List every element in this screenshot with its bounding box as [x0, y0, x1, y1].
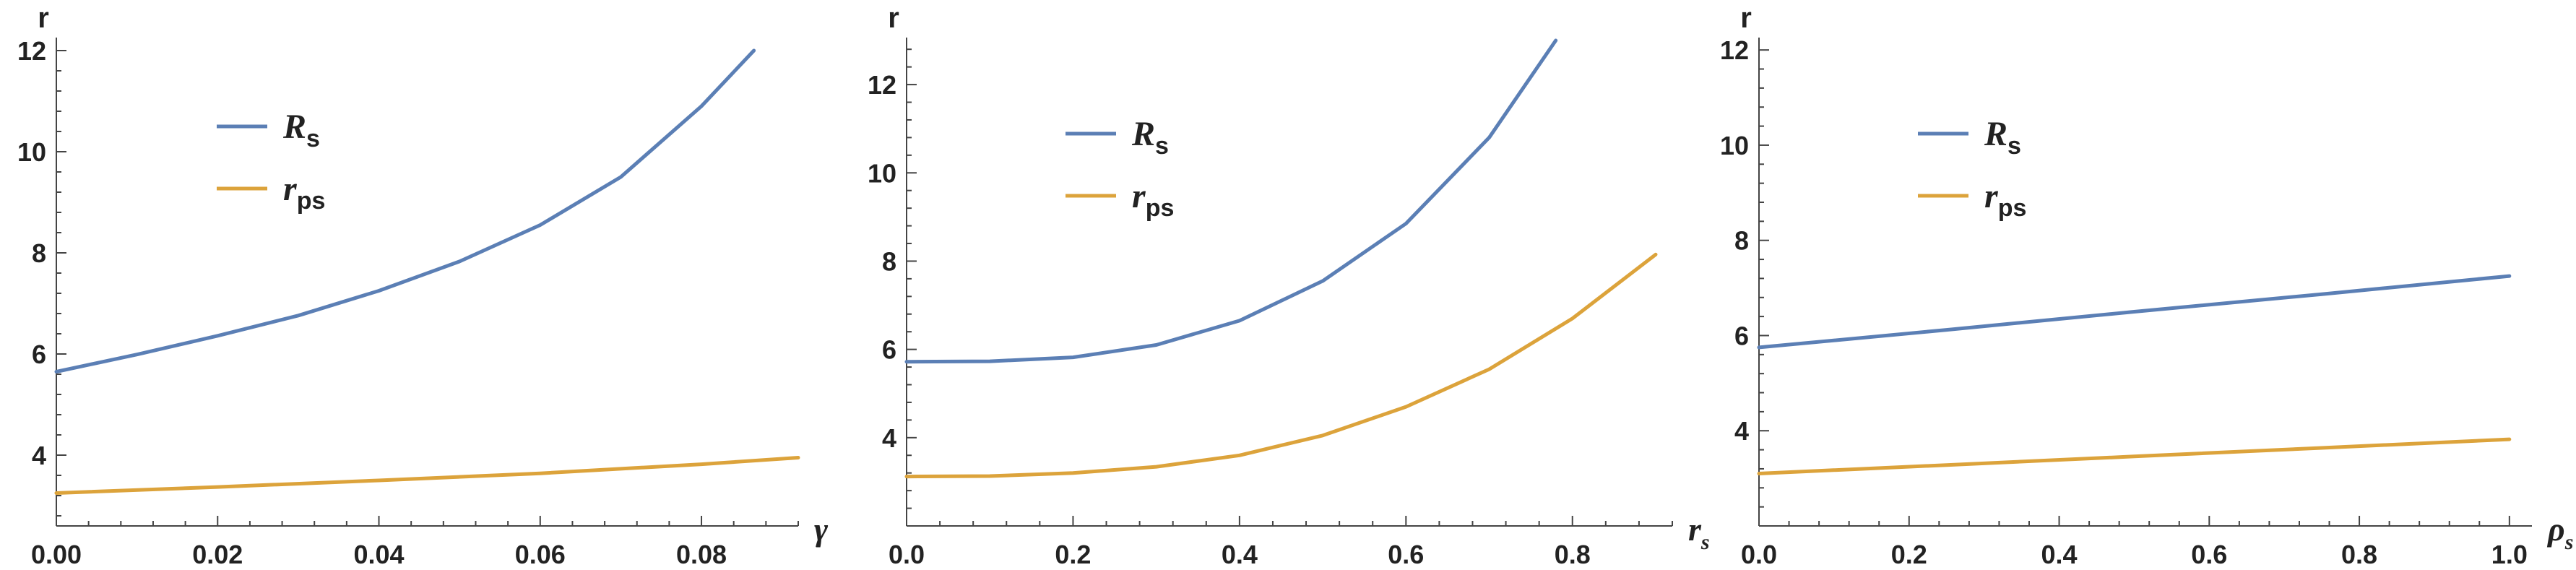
x-tick-label: 0.2 [1891, 540, 1927, 569]
x-tick-label: 0.2 [1055, 540, 1091, 569]
series-line-rs [1757, 274, 2512, 350]
y-tick-label: 4 [1734, 416, 1749, 446]
legend-label-sub: ps [1146, 194, 1175, 222]
x-tick-label: 0.4 [1222, 540, 1258, 569]
series-line-rps [54, 456, 800, 495]
chart-panel-2: 0.0 0.2 0.4 0.6 0.8 4 6 8 10 12 r rs Rs rps [868, 2, 1710, 569]
legend-label: Rs [282, 108, 320, 152]
x-tick-label: 0.0 [889, 540, 925, 569]
y-axis-label: r [1740, 2, 1752, 34]
x-tick-label: 0.00 [31, 540, 82, 569]
legend-label: Rs [1984, 115, 2021, 160]
legend-label-sub: s [1155, 132, 1169, 160]
x-tick-label: 0.8 [1555, 540, 1591, 569]
legend-label: rps [283, 170, 325, 215]
x-tick-label: 0.6 [2191, 540, 2227, 569]
y-tick-label: 8 [32, 238, 46, 268]
x-axis-label: ρs [2546, 511, 2573, 554]
series-line-rs [904, 38, 1558, 364]
chart-panel-3: 0.0 0.2 0.4 0.6 0.8 1.0 4 6 8 10 12r ρs Rs rps [1720, 2, 2573, 569]
x-axis-label-sub: s [1700, 530, 1710, 554]
y-tick-label: 12 [1720, 35, 1749, 65]
x-tick-label: 0.8 [2341, 540, 2377, 569]
y-axis-label: r [888, 2, 899, 34]
y-tick-label: 12 [17, 36, 46, 66]
y-tick-label: 12 [868, 70, 896, 100]
y-tick-label: 8 [882, 246, 896, 276]
y-tick-label: 10 [17, 137, 46, 167]
chart-panel-1: 0.00 0.02 0.04 0.06 0.08 4 6 8 10 12r γ Rs rps [17, 2, 829, 569]
y-axis-label: r [38, 2, 49, 34]
series-line-rps [1757, 437, 2512, 475]
x-axis-label: γ [814, 511, 829, 548]
x-tick-label: 0.4 [2041, 540, 2078, 569]
y-tick-label: 6 [1734, 321, 1749, 350]
legend-label-sub: s [2007, 132, 2021, 160]
x-tick-label: 1.0 [2491, 540, 2528, 569]
legend-label-sub: ps [297, 187, 326, 215]
x-axis-label-sub: s [2564, 530, 2574, 554]
x-tick-label: 0.6 [1388, 540, 1424, 569]
x-tick-label: 0.08 [676, 540, 727, 569]
x-axis-label: rs [1688, 511, 1710, 554]
y-tick-label: 6 [882, 335, 896, 365]
x-tick-label: 0.02 [192, 540, 243, 569]
legend-label: Rs [1131, 115, 1169, 160]
legend-label: rps [1132, 177, 1174, 222]
series-line-rs [54, 48, 756, 373]
x-tick-label: 0.06 [515, 540, 566, 569]
legend-label-sub: s [306, 125, 320, 152]
y-tick-label: 4 [32, 441, 46, 470]
y-tick-label: 6 [32, 340, 46, 369]
legend-label: rps [1984, 177, 2026, 222]
y-tick-label: 8 [1734, 226, 1749, 256]
series-line-rps [904, 252, 1658, 479]
y-tick-label: 10 [868, 158, 896, 188]
x-tick-label: 0.04 [353, 540, 404, 569]
y-tick-label: 4 [882, 423, 896, 453]
x-tick-label: 0.0 [1741, 540, 1777, 569]
legend-label-sub: ps [1998, 194, 2027, 222]
y-tick-label: 10 [1720, 131, 1749, 160]
